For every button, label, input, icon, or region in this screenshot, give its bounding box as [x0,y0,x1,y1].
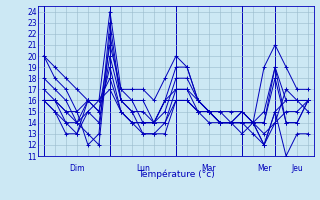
Text: Mar: Mar [202,164,216,173]
Text: Dim: Dim [69,164,85,173]
X-axis label: Température (°c): Température (°c) [138,170,214,179]
Text: Mer: Mer [257,164,271,173]
Text: Lun: Lun [136,164,150,173]
Text: Jeu: Jeu [291,164,303,173]
